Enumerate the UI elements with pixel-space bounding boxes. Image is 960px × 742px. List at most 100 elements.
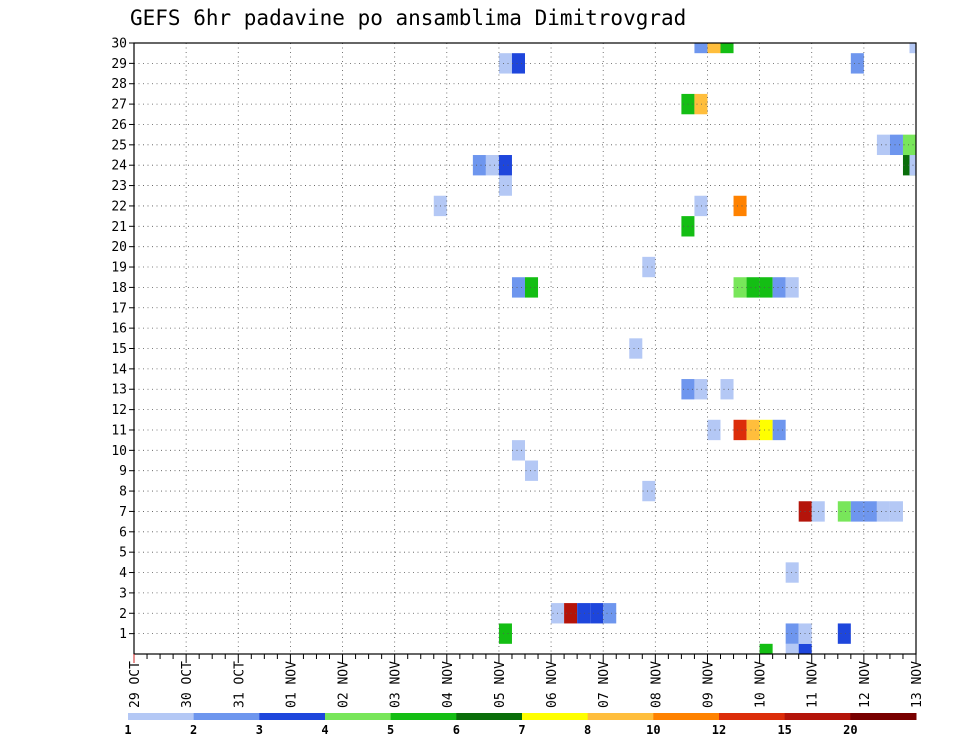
chart-title: GEFS 6hr padavine po ansamblima Dimitrov… (130, 6, 687, 30)
colorbar-swatch (719, 713, 786, 720)
heatmap-cell (498, 623, 512, 644)
heatmap-cell (733, 419, 747, 441)
y-tick-label: 13 (111, 383, 127, 398)
heatmap-cell (642, 480, 656, 502)
heatmap-cell (642, 256, 656, 278)
heatmap-cell (746, 419, 760, 441)
y-tick-label: 26 (111, 118, 127, 133)
heatmap-cell (889, 501, 903, 522)
colorbar-label: 8 (584, 723, 591, 737)
x-tick-label: 12 NOV (858, 661, 873, 708)
heatmap-cell (772, 277, 786, 298)
y-tick-label: 25 (111, 138, 127, 153)
heatmap-cell (511, 53, 525, 74)
y-tick-label: 7 (119, 505, 127, 520)
x-axis: 29 OCT 30 OCT 31 OCT 01 NOV 02 NOV 03 NOV 04 N… (128, 654, 925, 708)
heatmap-cell (707, 419, 721, 441)
x-tick-label: 01 NOV (284, 661, 299, 708)
colorbar-swatch (587, 713, 654, 720)
heatmap-cell (785, 562, 799, 583)
y-tick-label: 30 (111, 37, 127, 52)
colorbar-label: 3 (256, 723, 263, 737)
y-tick-label: 6 (119, 525, 127, 540)
x-tick-label: 03 NOV (389, 661, 404, 708)
heatmap-cell (876, 501, 890, 522)
y-tick-label: 28 (111, 77, 127, 92)
heatmap-cell (837, 623, 851, 644)
colorbar-swatch (850, 713, 917, 720)
y-axis: 1234567891011121314151617181920212223242… (111, 37, 134, 642)
heatmap-cell (525, 460, 539, 481)
heatmap-cell (746, 277, 760, 298)
heatmap-cell (772, 419, 786, 441)
colorbar: 1 2 3 4 5 6 7 8 10 12 15 20 (124, 713, 917, 737)
y-tick-label: 14 (111, 362, 127, 377)
heatmap-cell (759, 277, 773, 298)
y-tick-label: 24 (111, 159, 127, 174)
x-tick-label: 04 NOV (441, 661, 456, 708)
heatmap-cell (837, 501, 851, 522)
heatmap-cell (902, 134, 916, 156)
y-tick-label: 5 (119, 546, 127, 561)
x-tick-label: 10 NOV (754, 661, 769, 708)
colorbar-swatch (193, 713, 260, 720)
heatmap-cell (603, 603, 617, 624)
x-tick-label: 02 NOV (337, 661, 352, 708)
colorbar-label: 12 (712, 723, 726, 737)
colorbar-swatch (522, 713, 589, 720)
heatmap-cell (850, 53, 864, 74)
y-tick-label: 16 (111, 322, 127, 337)
heatmap-cell (694, 379, 708, 400)
x-tick-label: 29 OCT (128, 661, 143, 708)
heatmap-cell (863, 501, 877, 522)
colorbar-label: 5 (387, 723, 394, 737)
colorbar-label: 20 (843, 723, 857, 737)
heatmap-cell (694, 195, 708, 217)
heatmap-cell (759, 643, 773, 654)
heatmap-cell (472, 155, 486, 176)
heatmap-cell (498, 155, 512, 176)
y-tick-label: 23 (111, 179, 127, 194)
heatmap-cell (629, 338, 643, 359)
y-tick-label: 9 (119, 464, 127, 479)
y-tick-label: 12 (111, 403, 127, 418)
heatmap-cell (525, 277, 539, 298)
heatmap-cell (785, 643, 799, 654)
heatmap-cell (720, 379, 734, 400)
colorbar-label: 7 (518, 723, 525, 737)
heatmap-cell (511, 440, 525, 461)
x-tick-label: 05 NOV (493, 661, 508, 708)
y-tick-label: 11 (111, 423, 127, 438)
heatmap-cell (694, 93, 708, 115)
heatmap-cell (498, 53, 512, 74)
colorbar-label: 2 (190, 723, 197, 737)
heatmap-cell (785, 623, 799, 644)
heatmap-cell (590, 603, 604, 624)
colorbar-label: 15 (777, 723, 791, 737)
x-tick-label: 06 NOV (545, 661, 560, 708)
y-tick-label: 20 (111, 240, 127, 255)
heatmap-cell (909, 43, 916, 54)
heatmap-cell (694, 43, 708, 54)
colorbar-swatch (653, 713, 720, 720)
y-tick-label: 29 (111, 57, 127, 72)
heatmap-cell (577, 603, 591, 624)
x-tick-label: 11 NOV (806, 661, 821, 708)
heatmap-cell (889, 134, 903, 156)
x-tick-label: 08 NOV (649, 661, 664, 708)
x-tick-label: 07 NOV (597, 661, 612, 708)
colorbar-label: 1 (124, 723, 131, 737)
y-tick-label: 8 (119, 485, 127, 500)
x-tick-label: 13 NOV (910, 661, 925, 708)
heatmap-cell (798, 643, 812, 654)
grid-lines (134, 43, 916, 654)
y-tick-label: 22 (111, 199, 127, 214)
y-tick-label: 19 (111, 261, 127, 276)
colorbar-label: 10 (646, 723, 660, 737)
y-tick-label: 3 (119, 586, 127, 601)
colorbar-swatch (259, 713, 326, 720)
x-tick-label: 31 OCT (232, 661, 247, 708)
y-tick-label: 4 (119, 566, 127, 581)
colorbar-swatch (784, 713, 851, 720)
